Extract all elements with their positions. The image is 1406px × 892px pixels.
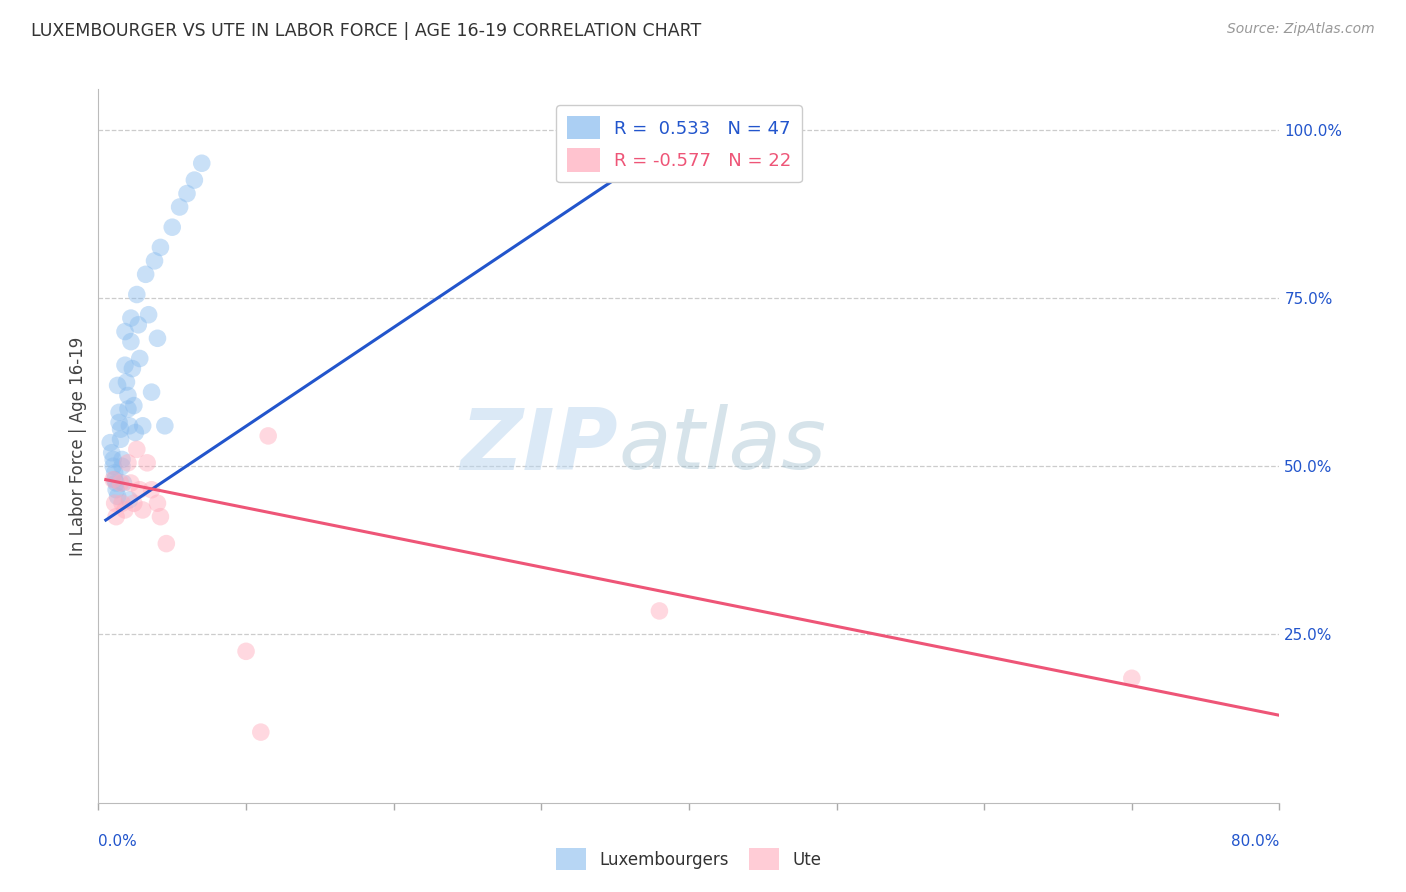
Point: [664, 126, 686, 140]
Point: [153, 418, 176, 433]
Point: [120, 476, 142, 491]
Text: LUXEMBOURGER VS UTE IN LABOR FORCE | AGE 16-19 CORRELATION CHART: LUXEMBOURGER VS UTE IN LABOR FORCE | AGE…: [31, 22, 702, 40]
Point: [103, 452, 125, 467]
Text: 0.0%: 0.0%: [98, 834, 138, 849]
Point: [257, 429, 280, 443]
Point: [104, 466, 127, 480]
Point: [135, 268, 157, 282]
Point: [104, 496, 127, 510]
Point: [114, 358, 136, 372]
Point: [191, 156, 214, 170]
Point: [120, 311, 142, 326]
Point: [132, 503, 155, 517]
Point: [141, 385, 163, 400]
Y-axis label: In Labor Force | Age 16-19: In Labor Force | Age 16-19: [69, 336, 87, 556]
Point: [121, 361, 143, 376]
Point: [132, 418, 155, 433]
Point: [183, 173, 205, 187]
Point: [110, 432, 132, 446]
Point: [127, 318, 149, 332]
Point: [176, 186, 198, 201]
Point: [117, 401, 139, 416]
Text: atlas: atlas: [619, 404, 827, 488]
Point: [103, 473, 125, 487]
Point: [111, 496, 134, 510]
Text: ZIP: ZIP: [460, 404, 619, 488]
Legend: Luxembourgers, Ute: Luxembourgers, Ute: [550, 842, 828, 877]
Point: [111, 459, 134, 474]
Point: [111, 452, 134, 467]
Point: [648, 604, 671, 618]
Point: [114, 503, 136, 517]
Point: [125, 287, 148, 301]
Point: [1121, 671, 1143, 685]
Point: [118, 418, 141, 433]
Point: [138, 308, 160, 322]
Point: [114, 325, 136, 339]
Point: [107, 490, 129, 504]
Point: [235, 644, 257, 658]
Point: [108, 416, 131, 430]
Point: [105, 509, 128, 524]
Text: 80.0%: 80.0%: [1232, 834, 1279, 849]
Point: [117, 456, 139, 470]
Point: [100, 446, 122, 460]
Point: [128, 483, 150, 497]
Text: Source: ZipAtlas.com: Source: ZipAtlas.com: [1227, 22, 1375, 37]
Point: [105, 483, 128, 497]
Point: [112, 476, 135, 491]
Point: [104, 473, 127, 487]
Point: [120, 334, 142, 349]
Point: [108, 405, 131, 419]
Point: [648, 139, 671, 153]
Point: [117, 388, 139, 402]
Point: [141, 483, 163, 497]
Point: [125, 442, 148, 457]
Point: [122, 496, 145, 510]
Point: [110, 422, 132, 436]
Point: [107, 378, 129, 392]
Point: [128, 351, 150, 366]
Point: [250, 725, 273, 739]
Point: [110, 476, 132, 491]
Point: [98, 435, 121, 450]
Point: [118, 492, 141, 507]
Point: [149, 240, 172, 254]
Point: [149, 509, 172, 524]
Point: [115, 375, 138, 389]
Point: [136, 456, 159, 470]
Point: [146, 496, 169, 510]
Point: [146, 331, 169, 345]
Point: [124, 425, 146, 440]
Point: [122, 399, 145, 413]
Point: [162, 220, 183, 235]
Point: [143, 253, 166, 268]
Point: [155, 536, 177, 550]
Point: [105, 476, 128, 491]
Point: [103, 459, 125, 474]
Point: [169, 200, 191, 214]
